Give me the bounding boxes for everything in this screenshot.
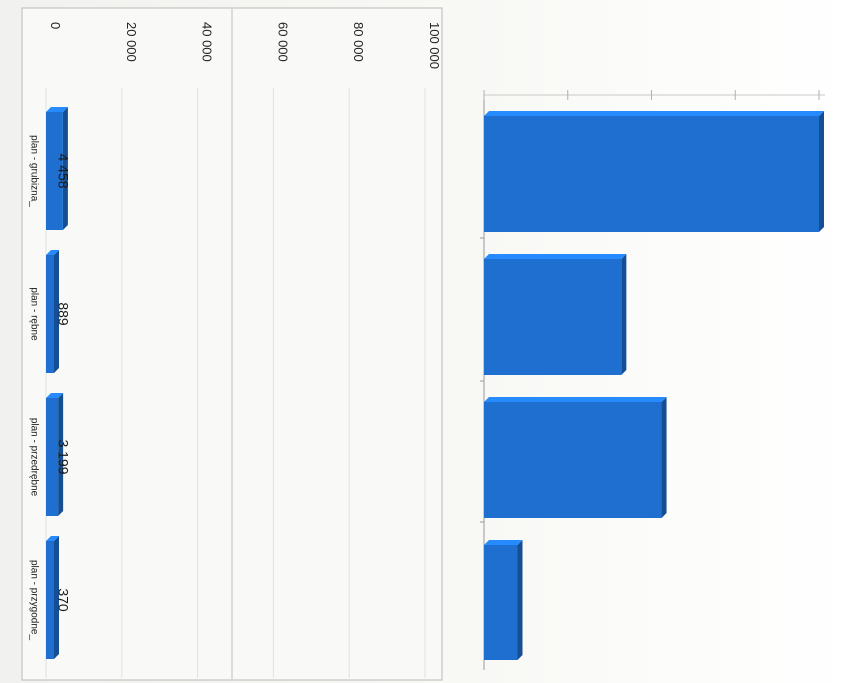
category-label: plan - grubizna_ <box>28 135 39 207</box>
category-label: plan - rębne <box>28 287 39 341</box>
bar-side <box>621 254 627 375</box>
tick-label: 20 000 <box>124 22 139 62</box>
bar-top <box>46 393 64 398</box>
bar-top <box>484 254 627 259</box>
bar <box>484 116 819 232</box>
bar <box>46 255 54 373</box>
tick-label: 100 000 <box>427 22 442 69</box>
bar-group <box>46 107 68 230</box>
bar-top <box>46 107 68 112</box>
bar-top <box>484 540 523 545</box>
bar-side <box>661 397 667 518</box>
data-label: 370 <box>55 588 71 612</box>
bar-group <box>484 397 667 518</box>
bar <box>484 545 518 660</box>
bar <box>46 541 54 659</box>
bar <box>46 398 59 516</box>
bar-top <box>46 250 59 255</box>
left-chart-panel: 0 20 000 40 000 60 000 80 000 100 000 4 458 pla… <box>21 7 443 681</box>
bar-side <box>54 250 59 373</box>
data-label: 3 199 <box>55 439 71 474</box>
bar-group <box>46 536 59 659</box>
bar-side <box>58 393 64 516</box>
bar-group <box>484 111 824 232</box>
bar <box>46 112 63 230</box>
bar-group <box>484 540 523 660</box>
bar-side <box>517 540 523 660</box>
bar-side <box>54 536 59 659</box>
bar-top <box>484 111 824 116</box>
bar <box>484 259 622 375</box>
tick-label: 60 000 <box>275 22 290 62</box>
bar <box>484 402 662 518</box>
bar-group <box>46 250 59 373</box>
bar-group <box>46 393 64 516</box>
tick-label: 80 000 <box>351 22 366 62</box>
data-label: 889 <box>55 302 71 326</box>
bar-top <box>46 536 59 541</box>
bar-group <box>484 254 627 375</box>
right-chart-panel <box>480 90 825 670</box>
tick-label: 0 <box>48 22 63 29</box>
category-label: plan - przygodne_ <box>28 560 39 640</box>
bar-side <box>62 107 68 230</box>
bar-top <box>484 397 667 402</box>
category-label: plan - przedrębne <box>28 418 39 497</box>
tick-label: 40 000 <box>200 22 215 62</box>
bar-side <box>819 111 824 232</box>
data-label: 4 458 <box>55 153 71 188</box>
